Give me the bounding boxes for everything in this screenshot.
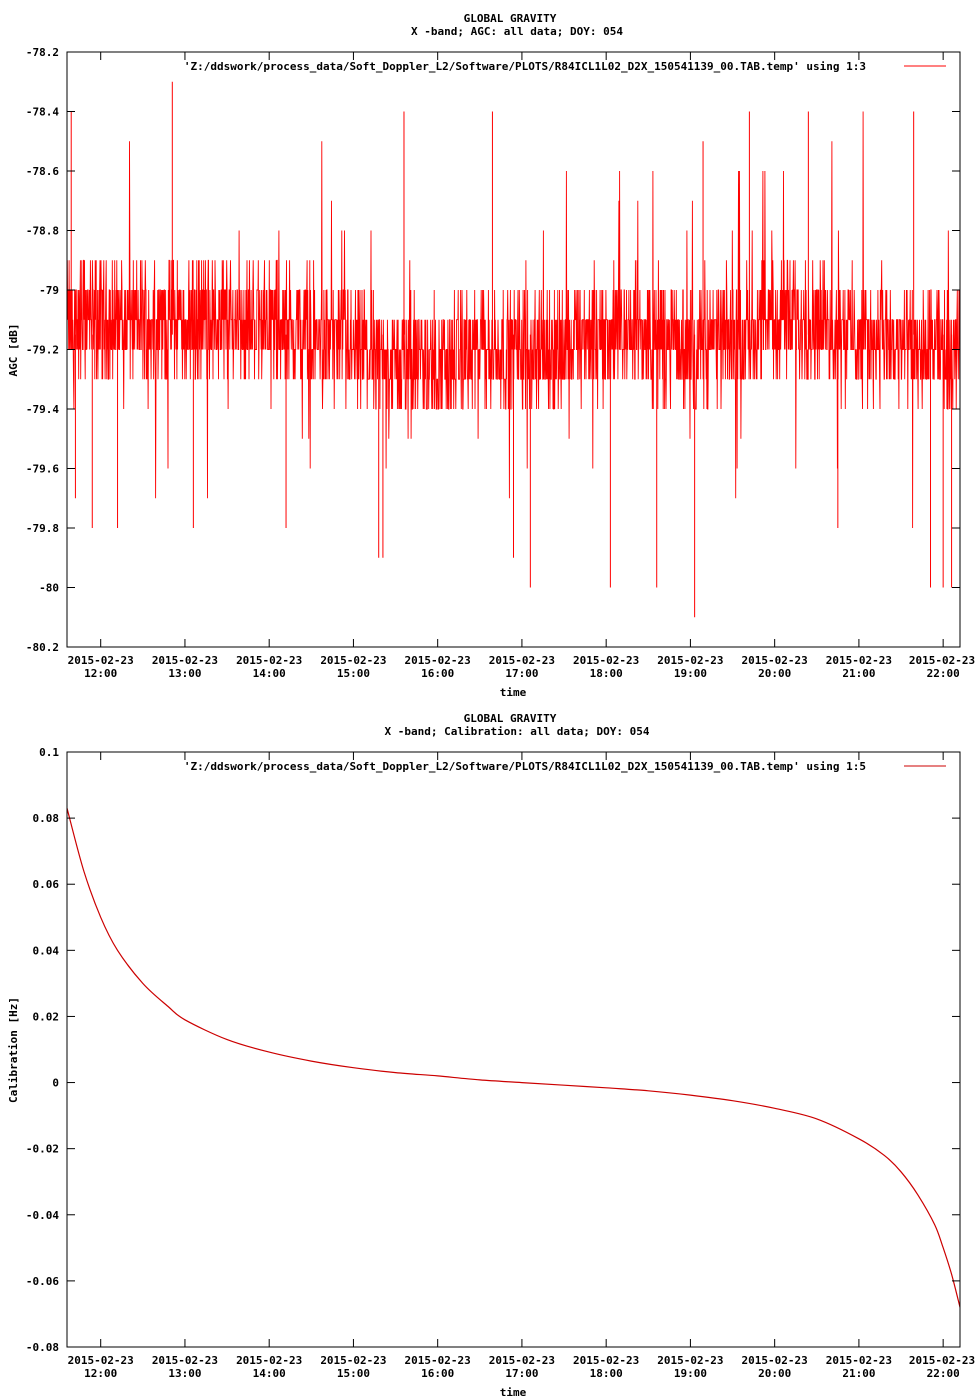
agc-chart-x-ticks: 2015-02-2312:002015-02-2313:002015-02-23… bbox=[68, 52, 975, 680]
x-tick-label-date: 2015-02-23 bbox=[657, 654, 723, 667]
y-tick-label: -78.4 bbox=[26, 106, 59, 119]
y-tick-label: -0.06 bbox=[26, 1275, 59, 1288]
x-tick-label-date: 2015-02-23 bbox=[152, 1354, 218, 1367]
y-tick-label: 0.1 bbox=[39, 746, 59, 759]
x-tick-label-date: 2015-02-23 bbox=[236, 1354, 302, 1367]
y-tick-label: -78.2 bbox=[26, 46, 59, 59]
x-tick-label-date: 2015-02-23 bbox=[68, 654, 134, 667]
x-tick-label-time: 15:00 bbox=[337, 667, 370, 680]
calibration-chart-legend-label: 'Z:/ddswork/process_data/Soft_Doppler_L2… bbox=[184, 760, 866, 773]
x-tick-label-time: 16:00 bbox=[421, 1367, 454, 1380]
calibration-chart-plot-area bbox=[66, 808, 961, 1308]
x-tick-label-time: 22:00 bbox=[927, 1367, 960, 1380]
y-tick-label: -0.08 bbox=[26, 1341, 59, 1354]
calibration-series-line bbox=[66, 808, 961, 1308]
y-tick-label: -79.2 bbox=[26, 344, 59, 357]
y-tick-label: -79.6 bbox=[26, 463, 59, 476]
x-tick-label-time: 12:00 bbox=[84, 1367, 117, 1380]
x-tick-label-date: 2015-02-23 bbox=[489, 1354, 555, 1367]
x-tick-label-date: 2015-02-23 bbox=[573, 654, 639, 667]
agc-chart-subtitle: X -band; AGC: all data; DOY: 054 bbox=[411, 25, 623, 38]
x-tick-label-date: 2015-02-23 bbox=[657, 1354, 723, 1367]
x-tick-label-time: 19:00 bbox=[674, 667, 707, 680]
x-tick-label-date: 2015-02-23 bbox=[826, 1354, 892, 1367]
agc-chart-legend-label: 'Z:/ddswork/process_data/Soft_Doppler_L2… bbox=[184, 60, 866, 73]
agc-chart: GLOBAL GRAVITY X -band; AGC: all data; D… bbox=[7, 12, 975, 699]
x-tick-label-date: 2015-02-23 bbox=[909, 654, 975, 667]
agc-chart-title: GLOBAL GRAVITY bbox=[464, 12, 557, 25]
calibration-chart-y-ticks: 0.1 0.08 0.06 0.04 0.02 0 -0.02 -0.04 -0.06 -0.08 bbox=[26, 746, 960, 1354]
x-tick-label-time: 18:00 bbox=[590, 1367, 623, 1380]
x-tick-label-time: 13:00 bbox=[168, 667, 201, 680]
y-tick-label: -79 bbox=[39, 284, 59, 297]
x-tick-label-time: 21:00 bbox=[842, 667, 875, 680]
x-tick-label-time: 21:00 bbox=[842, 1367, 875, 1380]
calibration-chart-y-axis-label: Calibration [Hz] bbox=[7, 997, 20, 1103]
x-tick-label-date: 2015-02-23 bbox=[489, 654, 555, 667]
x-tick-label-time: 20:00 bbox=[758, 1367, 791, 1380]
y-tick-label: -80.2 bbox=[26, 641, 59, 654]
x-tick-label-time: 17:00 bbox=[505, 667, 538, 680]
agc-chart-x-axis-label: time bbox=[500, 686, 527, 699]
calibration-chart-title: GLOBAL GRAVITY bbox=[464, 712, 557, 725]
x-tick-label-time: 13:00 bbox=[168, 1367, 201, 1380]
calibration-chart-subtitle: X -band; Calibration: all data; DOY: 054 bbox=[385, 725, 650, 738]
y-tick-label: 0.08 bbox=[33, 812, 60, 825]
y-tick-label: -0.02 bbox=[26, 1143, 59, 1156]
y-tick-label: -80 bbox=[39, 582, 59, 595]
x-tick-label-time: 19:00 bbox=[674, 1367, 707, 1380]
y-tick-label: -79.8 bbox=[26, 522, 59, 535]
agc-chart-y-axis-label: AGC [dB] bbox=[7, 324, 20, 377]
x-tick-label-date: 2015-02-23 bbox=[68, 1354, 134, 1367]
y-tick-label: 0.06 bbox=[33, 878, 60, 891]
y-tick-label: 0.04 bbox=[33, 944, 60, 957]
x-tick-label-date: 2015-02-23 bbox=[405, 654, 471, 667]
calibration-chart-x-ticks: 2015-02-2312:002015-02-2313:002015-02-23… bbox=[68, 752, 975, 1380]
calibration-chart: GLOBAL GRAVITY X -band; Calibration: all… bbox=[7, 712, 975, 1399]
x-tick-label-date: 2015-02-23 bbox=[909, 1354, 975, 1367]
y-tick-label: 0 bbox=[52, 1077, 59, 1090]
x-tick-label-date: 2015-02-23 bbox=[236, 654, 302, 667]
x-tick-label-date: 2015-02-23 bbox=[742, 654, 808, 667]
calibration-chart-frame bbox=[66, 751, 961, 1348]
x-tick-label-date: 2015-02-23 bbox=[742, 1354, 808, 1367]
x-tick-label-time: 14:00 bbox=[253, 667, 286, 680]
y-tick-label: -78.6 bbox=[26, 165, 59, 178]
x-tick-label-time: 20:00 bbox=[758, 667, 791, 680]
agc-chart-plot-area bbox=[66, 81, 961, 618]
y-tick-label: -0.04 bbox=[26, 1209, 59, 1222]
x-tick-label-date: 2015-02-23 bbox=[826, 654, 892, 667]
x-tick-label-time: 18:00 bbox=[590, 667, 623, 680]
x-tick-label-date: 2015-02-23 bbox=[320, 654, 386, 667]
x-tick-label-time: 15:00 bbox=[337, 1367, 370, 1380]
x-tick-label-time: 17:00 bbox=[505, 1367, 538, 1380]
x-tick-label-time: 12:00 bbox=[84, 667, 117, 680]
x-tick-label-date: 2015-02-23 bbox=[152, 654, 218, 667]
x-tick-label-date: 2015-02-23 bbox=[405, 1354, 471, 1367]
x-tick-label-date: 2015-02-23 bbox=[320, 1354, 386, 1367]
x-tick-label-time: 22:00 bbox=[927, 667, 960, 680]
y-tick-label: -78.8 bbox=[26, 225, 59, 238]
y-tick-label: -79.4 bbox=[26, 403, 59, 416]
x-tick-label-time: 14:00 bbox=[253, 1367, 286, 1380]
calibration-chart-x-axis-label: time bbox=[500, 1386, 527, 1399]
y-tick-label: 0.02 bbox=[33, 1010, 60, 1023]
agc-chart-y-ticks: -78.2 -78.4 -78.6 -78.8 -79 -79.2 -79.4 -79.6 -7… bbox=[26, 46, 960, 654]
x-tick-label-date: 2015-02-23 bbox=[573, 1354, 639, 1367]
x-tick-label-time: 16:00 bbox=[421, 667, 454, 680]
